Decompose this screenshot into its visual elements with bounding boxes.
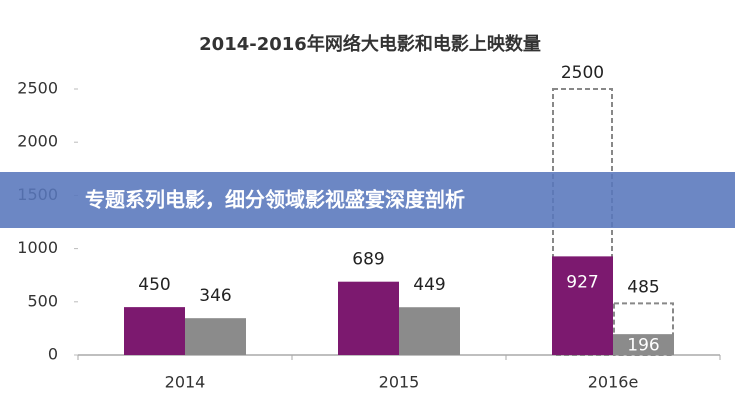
- banner-text: 专题系列电影，细分领域影视盛宴深度剖析: [85, 188, 465, 212]
- y-tick-label: 1000: [17, 238, 58, 257]
- value-label: 346: [199, 286, 231, 306]
- bar: [338, 281, 399, 355]
- y-tick-label: 2000: [17, 132, 58, 151]
- y-tick-label: 0: [48, 345, 58, 364]
- value-label: 196: [627, 336, 659, 356]
- bar: [399, 307, 460, 355]
- value-label: 449: [413, 275, 445, 295]
- y-tick-label: 2500: [17, 79, 58, 98]
- value-label: 689: [352, 250, 384, 270]
- x-tick-label: 2016e: [588, 373, 639, 392]
- value-label: 927: [566, 272, 598, 292]
- bar: [552, 256, 613, 355]
- value-label: 450: [138, 275, 170, 295]
- bar: [124, 307, 185, 355]
- banner: [0, 172, 735, 228]
- x-tick-label: 2014: [165, 373, 206, 392]
- projected-label: 485: [627, 277, 659, 297]
- bar: [613, 334, 674, 355]
- projected-label: 2500: [561, 63, 604, 83]
- x-tick-label: 2015: [379, 373, 420, 392]
- bar: [185, 318, 246, 355]
- chart-title: 2014-2016年网络大电影和电影上映数量: [199, 33, 541, 55]
- y-tick-label: 500: [27, 291, 58, 310]
